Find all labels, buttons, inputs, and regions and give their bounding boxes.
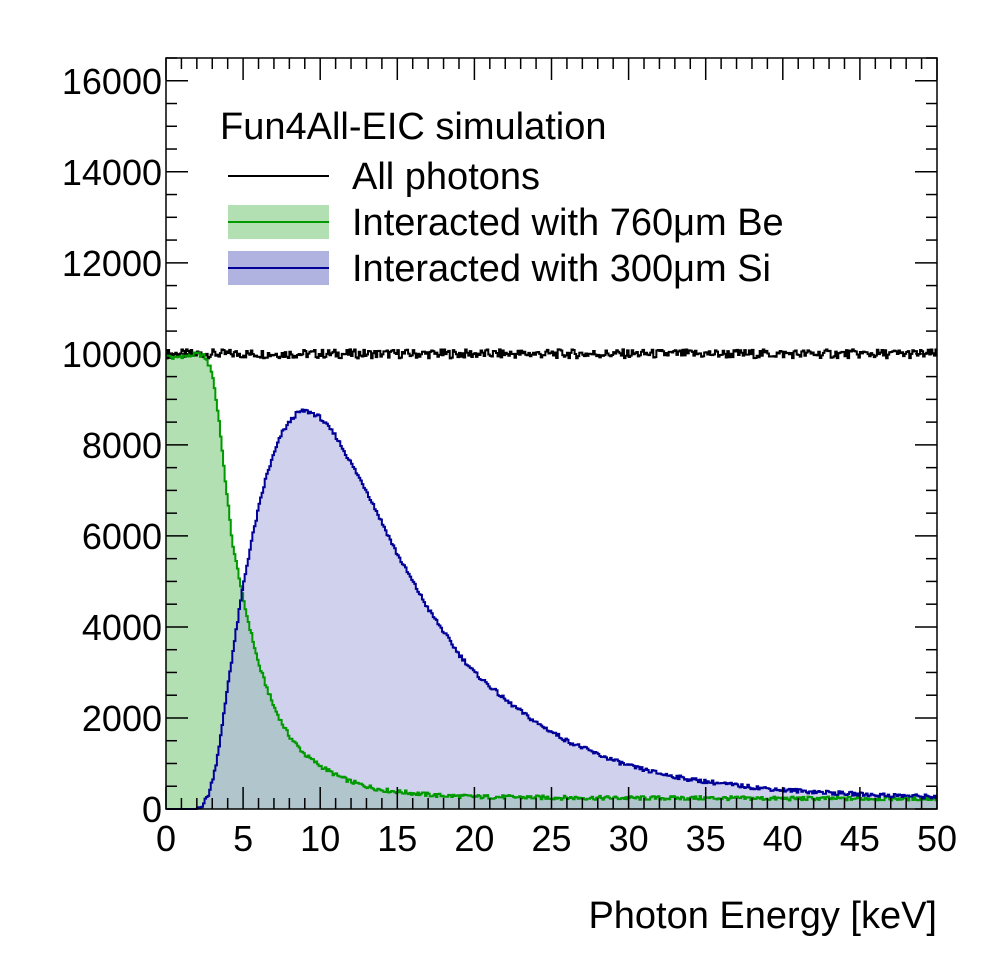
y-tick-label: 16000 xyxy=(62,61,162,102)
x-tick-label: 15 xyxy=(377,818,417,859)
y-tick-label: 6000 xyxy=(82,516,162,557)
series-line-1 xyxy=(166,351,937,802)
y-tick-label: 10000 xyxy=(62,334,162,375)
x-tick-label: 35 xyxy=(686,818,726,859)
x-tick-label: 5 xyxy=(233,818,253,859)
y-tick-label: 2000 xyxy=(82,698,162,739)
series-lines xyxy=(166,348,937,810)
legend-label: All photons xyxy=(352,156,540,198)
x-axis-title: Photon Energy [keV] xyxy=(588,895,937,937)
x-tick-label: 0 xyxy=(156,818,176,859)
y-tick-label: 14000 xyxy=(62,152,162,193)
y-tick-labels: 0 2000 4000 6000 8000 10000 12000 14000 16000 xyxy=(62,61,162,830)
series-fills xyxy=(166,352,937,809)
legend-label: Interacted with 760μm Be xyxy=(352,202,784,244)
x-tick-label: 30 xyxy=(609,818,649,859)
x-tick-label: 45 xyxy=(840,818,880,859)
x-tick-labels: 0 5 10 15 20 25 30 35 40 45 50 xyxy=(156,818,957,859)
y-tick-label: 4000 xyxy=(82,607,162,648)
legend-label: Interacted with 300μm Si xyxy=(352,248,771,290)
y-tick-label: 12000 xyxy=(62,243,162,284)
series-fill-2 xyxy=(166,409,937,809)
axis-ticks xyxy=(165,57,938,810)
y-tick-label: 8000 xyxy=(82,425,162,466)
x-tick-label: 25 xyxy=(531,818,571,859)
legend-header: Fun4All-EIC simulation xyxy=(220,106,606,148)
series-line-0 xyxy=(166,348,937,360)
series-line-2 xyxy=(166,408,937,810)
x-tick-label: 10 xyxy=(300,818,340,859)
x-tick-label: 40 xyxy=(763,818,803,859)
x-tick-label: 20 xyxy=(454,818,494,859)
x-tick-label: 50 xyxy=(917,818,957,859)
y-tick-label: 0 xyxy=(142,789,162,830)
